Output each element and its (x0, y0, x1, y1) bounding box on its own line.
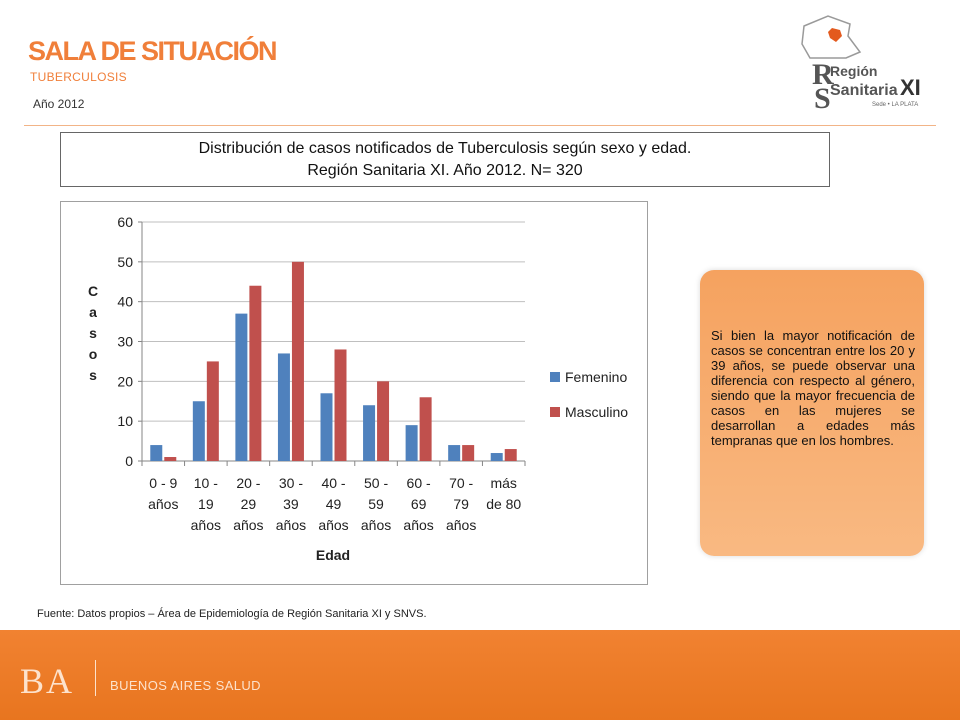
page-title: SALA DE SITUACIÓN (28, 36, 278, 66)
x-tick-label: 29 (241, 496, 257, 512)
legend-label-femenino: Femenino (565, 369, 627, 385)
x-tick-label: años (233, 517, 263, 533)
bar-masculino (291, 261, 304, 461)
chart-title-box: Distribución de casos notificados de Tub… (60, 132, 830, 187)
y-tick-label: 40 (117, 294, 133, 310)
logo-caption: Sede • LA PLATA (872, 102, 918, 108)
x-tick-label: años (148, 496, 178, 512)
x-tick-label: años (361, 517, 391, 533)
logo-roman: XI (900, 75, 921, 100)
logo-line1: Región (830, 63, 877, 79)
x-tick-label: 50 - (364, 475, 388, 491)
bar-femenino (448, 445, 461, 461)
x-tick-label: 10 - (194, 475, 218, 491)
x-tick-label: años (191, 517, 221, 533)
y-axis-title-letter: C (88, 283, 98, 299)
legend-swatch-femenino (550, 372, 560, 382)
bar-masculino (377, 381, 390, 461)
x-tick-label: más (490, 475, 516, 491)
bar-masculino (164, 457, 177, 461)
x-tick-label: 49 (326, 496, 342, 512)
bar-femenino (320, 393, 333, 461)
legend-swatch-masculino (550, 407, 560, 417)
footer-bar: BA BUENOS AIRES SALUD (0, 630, 960, 720)
x-tick-label: años (403, 517, 433, 533)
x-tick-label: 60 - (407, 475, 431, 491)
x-tick-label: 79 (453, 496, 469, 512)
region-logo: R Región S Sanitaria XI Sede • LA PLATA (801, 15, 921, 114)
source-note: Fuente: Datos propios – Área de Epidemio… (37, 608, 427, 620)
bar-masculino (249, 285, 262, 461)
page-subtitle: TUBERCULOSIS (30, 70, 127, 84)
map-outline-icon (801, 15, 862, 59)
x-tick-label: 69 (411, 496, 427, 512)
note-text: Si bien la mayor notificación de casos s… (711, 328, 915, 448)
x-tick-label: 20 - (236, 475, 260, 491)
bar-masculino (504, 449, 517, 461)
map-region-marker-icon (828, 28, 842, 42)
y-tick-label: 60 (117, 214, 133, 230)
bar-masculino (462, 445, 475, 461)
logo-r-letter: R (812, 58, 834, 91)
bar-chart: 0 10 20 30 40 50 60 0 - 9 años 10 - 19 años 20 - 29 añ… (88, 214, 628, 563)
chart-frame: 0 10 20 30 40 50 60 0 - 9 años 10 - 19 años 20 - 29 añ… (60, 201, 648, 585)
chart-title-line2: Región Sanitaria XI. Año 2012. N= 320 (307, 162, 583, 179)
x-tick-label: años (446, 517, 476, 533)
x-tick-label: 59 (368, 496, 384, 512)
legend-label-masculino: Masculino (565, 404, 628, 420)
x-tick-label: años (276, 517, 306, 533)
y-axis-title-letter: s (89, 367, 97, 383)
bar-femenino (277, 353, 290, 461)
bar-masculino (334, 349, 347, 461)
y-axis-title-letter: o (89, 346, 98, 362)
y-tick-label: 10 (117, 413, 133, 429)
x-tick-label: 19 (198, 496, 214, 512)
header-divider (24, 125, 936, 126)
year-label: Año 2012 (33, 97, 85, 111)
x-tick-label: 40 - (321, 475, 345, 491)
x-tick-label: 30 - (279, 475, 303, 491)
bar-femenino (235, 313, 248, 461)
chart-title-line1: Distribución de casos notificados de Tub… (198, 140, 692, 157)
bar-femenino (150, 445, 163, 461)
footer-label: BUENOS AIRES SALUD (110, 678, 261, 693)
bar-femenino (192, 401, 205, 461)
x-axis-title: Edad (316, 547, 350, 563)
footer-divider (95, 660, 96, 696)
note-box: Si bien la mayor notificación de casos s… (700, 270, 924, 556)
logo-s-letter: S (814, 82, 831, 114)
x-tick-label: 39 (283, 496, 299, 512)
x-tick-label: años (318, 517, 348, 533)
y-tick-label: 0 (125, 453, 133, 469)
ba-logo: BA (20, 661, 75, 701)
y-tick-label: 20 (117, 373, 133, 389)
y-axis-title-letter: s (89, 325, 97, 341)
bar-femenino (490, 453, 503, 461)
y-axis-title-letter: a (89, 304, 97, 320)
logo-line2: Sanitaria (830, 82, 898, 99)
x-tick-label: de 80 (486, 496, 521, 512)
x-tick-label: 0 - 9 (149, 475, 177, 491)
x-tick-label: 70 - (449, 475, 473, 491)
bar-masculino (206, 361, 219, 461)
bar-femenino (405, 425, 418, 461)
bar-femenino (363, 405, 376, 461)
bar-masculino (419, 397, 432, 461)
y-tick-label: 50 (117, 254, 133, 270)
y-tick-label: 30 (117, 334, 133, 350)
